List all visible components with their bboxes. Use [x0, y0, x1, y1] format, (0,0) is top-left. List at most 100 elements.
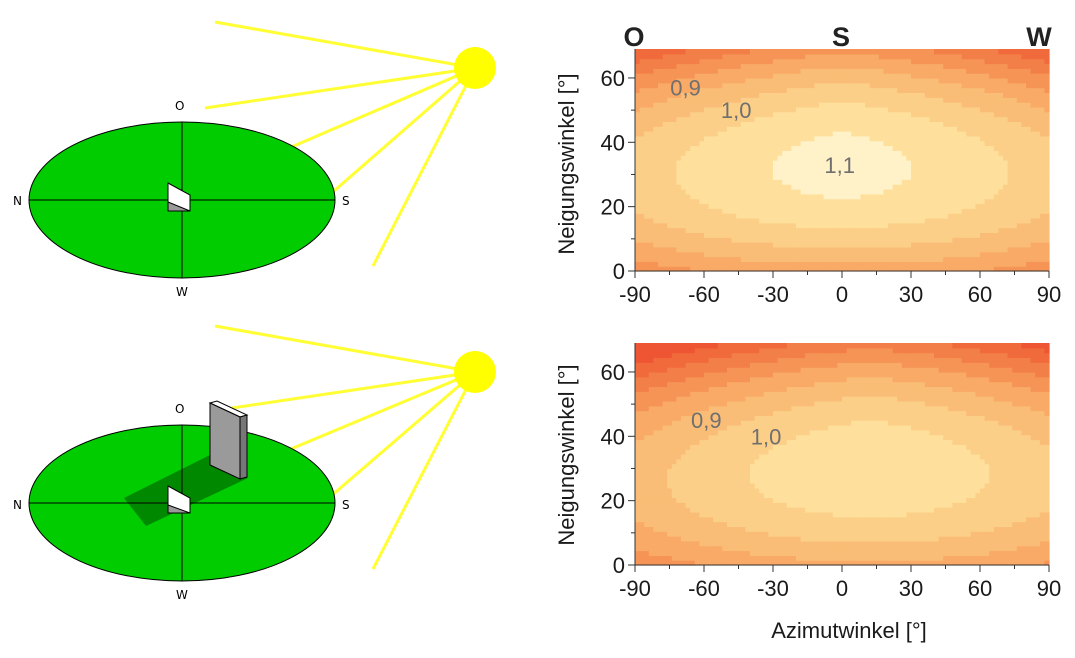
heatmap-cell: [911, 111, 917, 118]
heatmap-cell: [929, 121, 935, 127]
heatmap-cell: [685, 198, 691, 205]
heatmap-cell: [805, 184, 811, 190]
heatmap-cell: [823, 169, 829, 176]
heatmap-cell: [671, 367, 677, 373]
heatmap-cell: [704, 396, 710, 402]
heatmap-cell: [943, 174, 949, 180]
heatmap-cell: [878, 135, 884, 142]
heatmap-cell: [828, 266, 834, 272]
heatmap-cell: [639, 405, 645, 412]
heatmap-cell: [800, 102, 806, 108]
heatmap-cell: [704, 68, 710, 74]
heatmap-cell: [874, 87, 880, 94]
heatmap-cell: [699, 507, 705, 513]
heatmap-cell: [773, 131, 779, 137]
heatmap-cell: [929, 203, 935, 209]
heatmap-cell: [911, 208, 917, 214]
heatmap-cell: [911, 160, 917, 166]
heatmap-cell: [681, 507, 687, 513]
heatmap-cell: [1003, 188, 1009, 195]
heatmap-cell: [970, 73, 976, 79]
heatmap-cell: [717, 174, 723, 180]
heatmap-cell: [791, 266, 797, 272]
heatmap-cell: [653, 526, 659, 532]
heatmap-cell: [644, 246, 650, 253]
heatmap-cell: [759, 261, 765, 267]
heatmap-cell: [1039, 213, 1045, 219]
heatmap-cell: [837, 53, 843, 60]
sun-ray: [214, 324, 476, 374]
heatmap-cell: [865, 237, 871, 243]
heatmap-cell: [1007, 58, 1013, 65]
heatmap-cell: [717, 82, 723, 89]
heatmap-cell: [855, 106, 861, 113]
heatmap-cell: [644, 68, 650, 74]
heatmap-cell: [653, 482, 659, 489]
heatmap-cell: [685, 400, 691, 407]
heatmap-cell: [947, 160, 953, 166]
heatmap-cell: [966, 68, 972, 74]
heatmap-cell: [938, 82, 944, 89]
heatmap-cell: [957, 251, 963, 258]
heatmap-cell: [957, 92, 963, 98]
heatmap-cell: [685, 521, 691, 527]
heatmap-cell: [975, 174, 981, 180]
heatmap-cell: [704, 82, 710, 89]
heatmap-cell: [782, 184, 788, 190]
heatmap-cell: [819, 203, 825, 209]
heatmap-cell: [970, 68, 976, 74]
heatmap-cell: [846, 73, 852, 79]
heatmap-cell: [694, 555, 700, 561]
heatmap-cell: [676, 429, 682, 436]
heatmap-cell: [819, 193, 825, 200]
heatmap-cell: [648, 53, 654, 60]
heatmap-cell: [883, 102, 889, 108]
heatmap-cell: [658, 439, 664, 445]
heatmap-cell: [740, 160, 746, 166]
heatmap-cell: [846, 155, 852, 161]
heatmap-cell: [685, 208, 691, 214]
heatmap-cell: [906, 256, 912, 262]
heatmap-cell: [777, 256, 783, 262]
heatmap-cell: [676, 53, 682, 60]
heatmap-cell: [685, 439, 691, 445]
heatmap-cell: [777, 92, 783, 98]
heatmap-cell: [1030, 222, 1036, 229]
heatmap-cell: [938, 251, 944, 258]
heatmap-cell: [938, 97, 944, 103]
heatmap-cell: [842, 193, 848, 200]
heatmap-cell: [671, 102, 677, 108]
heatmap-cell: [658, 391, 664, 397]
heatmap-cell: [975, 116, 981, 122]
heatmap-cell: [639, 420, 645, 426]
heatmap-cell: [819, 111, 825, 118]
heatmap-cell: [699, 502, 705, 508]
heatmap-cell: [980, 256, 986, 262]
heatmap-cell: [694, 536, 700, 542]
heatmap-cell: [915, 102, 921, 108]
heatmap-cell: [800, 150, 806, 156]
heatmap-cell: [865, 256, 871, 262]
heatmap-cell: [975, 126, 981, 132]
heatmap-cell: [1026, 68, 1032, 74]
heatmap-cell: [653, 203, 659, 209]
direction-label-west: W: [1026, 22, 1052, 52]
heatmap-cell: [671, 468, 677, 474]
heatmap-cell: [713, 58, 719, 65]
heatmap-cell: [970, 58, 976, 65]
heatmap-cell: [681, 497, 687, 503]
heatmap-cell: [722, 92, 728, 98]
heatmap-cell: [851, 111, 857, 118]
heatmap-cell: [704, 116, 710, 122]
heatmap-cell: [796, 193, 802, 200]
heatmap-cell: [1021, 145, 1027, 151]
heatmap-cell: [883, 261, 889, 267]
heatmap-cell: [699, 97, 705, 103]
heatmap-cell: [947, 102, 953, 108]
heatmap-cell: [713, 164, 719, 171]
heatmap-cell: [690, 473, 696, 479]
heatmap-cell: [782, 213, 788, 219]
heatmap-cell: [906, 150, 912, 156]
heatmap-cell: [1003, 266, 1009, 272]
heatmap-cell: [658, 208, 664, 214]
